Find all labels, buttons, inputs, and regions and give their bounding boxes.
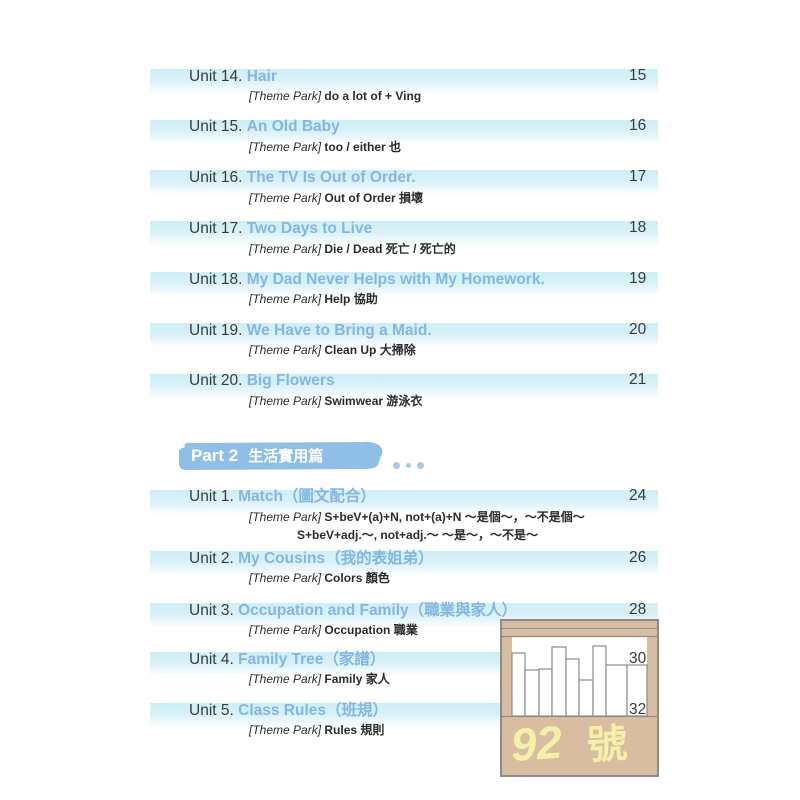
svg-text:92: 92 [509, 716, 564, 771]
svg-text:號: 號 [586, 722, 628, 768]
